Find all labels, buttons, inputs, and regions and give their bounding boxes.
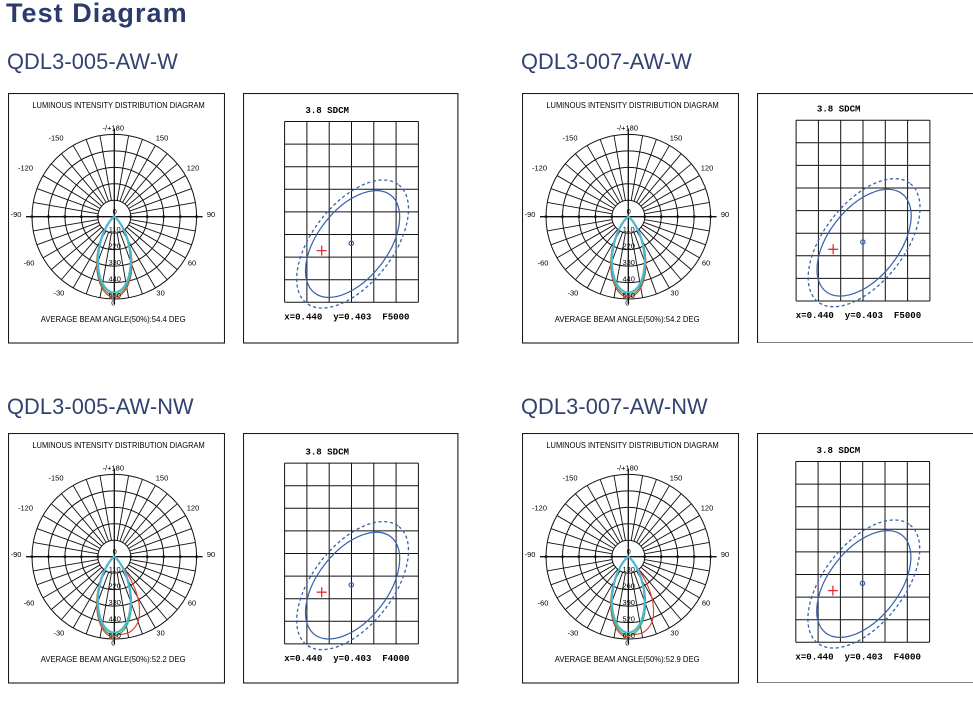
svg-text:-120: -120 bbox=[532, 504, 547, 513]
svg-text:30: 30 bbox=[156, 628, 164, 637]
svg-text:x=0.440 y=0.403 F5000: x=0.440 y=0.403 F5000 bbox=[285, 311, 410, 322]
svg-text:0: 0 bbox=[113, 207, 117, 216]
svg-text:AVERAGE BEAM ANGLE(50%):54.4 D: AVERAGE BEAM ANGLE(50%):54.4 DEG bbox=[41, 315, 186, 324]
svg-text:60: 60 bbox=[702, 599, 710, 608]
svg-text:440: 440 bbox=[108, 275, 121, 284]
svg-text:130: 130 bbox=[622, 566, 635, 575]
svg-text:-/+180: -/+180 bbox=[103, 123, 124, 132]
svg-text:330: 330 bbox=[108, 598, 121, 607]
svg-text:440: 440 bbox=[622, 275, 635, 284]
svg-text:150: 150 bbox=[669, 474, 682, 483]
svg-text:520: 520 bbox=[622, 615, 635, 624]
svg-text:-30: -30 bbox=[53, 628, 64, 637]
svg-text:220: 220 bbox=[622, 242, 635, 251]
svg-text:x=0.440 y=0.403 F5000: x=0.440 y=0.403 F5000 bbox=[796, 310, 922, 321]
svg-text:-60: -60 bbox=[24, 598, 35, 607]
svg-text:110: 110 bbox=[622, 226, 634, 235]
svg-text:x=0.440 y=0.403 F4000: x=0.440 y=0.403 F4000 bbox=[796, 651, 922, 662]
svg-text:AVERAGE BEAM ANGLE(50%):54.2 D: AVERAGE BEAM ANGLE(50%):54.2 DEG bbox=[554, 315, 699, 324]
svg-text:3.8 SDCM: 3.8 SDCM bbox=[817, 445, 861, 456]
svg-text:-120: -120 bbox=[18, 163, 33, 172]
svg-text:-60: -60 bbox=[537, 259, 548, 268]
svg-text:-60: -60 bbox=[24, 258, 35, 267]
svg-text:150: 150 bbox=[156, 473, 169, 482]
svg-text:30: 30 bbox=[670, 289, 678, 298]
svg-text:-150: -150 bbox=[48, 133, 63, 142]
svg-text:150: 150 bbox=[669, 134, 682, 143]
svg-text:3.8 SDCM: 3.8 SDCM bbox=[306, 446, 350, 457]
svg-text:-150: -150 bbox=[562, 134, 577, 143]
svg-text:220: 220 bbox=[108, 242, 121, 251]
svg-text:-150: -150 bbox=[562, 474, 577, 483]
svg-text:-30: -30 bbox=[567, 629, 578, 638]
svg-text:120: 120 bbox=[700, 164, 713, 173]
svg-text:LUMINOUS INTENSITY DISTRIBUTIO: LUMINOUS INTENSITY DISTRIBUTION DIAGRAM bbox=[546, 442, 719, 451]
svg-text:-/+180: -/+180 bbox=[616, 464, 637, 473]
svg-text:440: 440 bbox=[108, 615, 121, 624]
svg-text:90: 90 bbox=[721, 210, 729, 219]
svg-text:90: 90 bbox=[207, 210, 215, 219]
svg-text:150: 150 bbox=[156, 133, 169, 142]
svg-text:0: 0 bbox=[626, 208, 630, 217]
svg-text:-90: -90 bbox=[524, 550, 535, 559]
svg-text:90: 90 bbox=[721, 550, 729, 559]
svg-text:0: 0 bbox=[625, 639, 629, 648]
svg-text:650: 650 bbox=[622, 631, 635, 640]
svg-text:-30: -30 bbox=[567, 289, 578, 298]
svg-text:0: 0 bbox=[626, 548, 630, 557]
svg-text:90: 90 bbox=[207, 550, 215, 559]
svg-text:x=0.440 y=0.403 F4000: x=0.440 y=0.403 F4000 bbox=[285, 653, 410, 664]
svg-text:AVERAGE BEAM ANGLE(50%):52.9 D: AVERAGE BEAM ANGLE(50%):52.9 DEG bbox=[554, 655, 699, 664]
svg-text:-120: -120 bbox=[532, 164, 547, 173]
svg-text:3.8 SDCM: 3.8 SDCM bbox=[817, 103, 861, 114]
svg-text:110: 110 bbox=[109, 565, 121, 574]
svg-text:LUMINOUS INTENSITY DISTRIBUTIO: LUMINOUS INTENSITY DISTRIBUTION DIAGRAM bbox=[32, 441, 205, 450]
svg-text:3.8 SDCM: 3.8 SDCM bbox=[306, 105, 350, 116]
svg-text:330: 330 bbox=[622, 258, 635, 267]
svg-text:550: 550 bbox=[108, 631, 121, 640]
svg-text:120: 120 bbox=[700, 504, 713, 513]
svg-text:AVERAGE BEAM ANGLE(50%):52.2 D: AVERAGE BEAM ANGLE(50%):52.2 DEG bbox=[41, 655, 186, 664]
svg-text:-90: -90 bbox=[11, 210, 22, 219]
svg-text:-30: -30 bbox=[53, 288, 64, 297]
svg-text:330: 330 bbox=[108, 258, 121, 267]
svg-text:LUMINOUS INTENSITY DISTRIBUTIO: LUMINOUS INTENSITY DISTRIBUTION DIAGRAM bbox=[32, 101, 205, 110]
svg-text:30: 30 bbox=[670, 629, 678, 638]
svg-text:-120: -120 bbox=[18, 503, 33, 512]
svg-text:550: 550 bbox=[622, 291, 635, 300]
svg-text:110: 110 bbox=[109, 225, 121, 234]
svg-text:220: 220 bbox=[108, 582, 121, 591]
svg-text:-90: -90 bbox=[11, 550, 22, 559]
svg-text:-150: -150 bbox=[48, 473, 63, 482]
svg-text:0: 0 bbox=[625, 299, 629, 308]
svg-text:LUMINOUS INTENSITY DISTRIBUTIO: LUMINOUS INTENSITY DISTRIBUTION DIAGRAM bbox=[546, 102, 719, 111]
svg-text:60: 60 bbox=[188, 598, 196, 607]
svg-text:0: 0 bbox=[111, 638, 115, 647]
svg-text:60: 60 bbox=[188, 258, 196, 267]
svg-text:30: 30 bbox=[156, 288, 164, 297]
svg-text:120: 120 bbox=[187, 163, 200, 172]
svg-text:-90: -90 bbox=[524, 210, 535, 219]
svg-text:0: 0 bbox=[113, 547, 117, 556]
svg-text:60: 60 bbox=[702, 259, 710, 268]
svg-text:260: 260 bbox=[622, 582, 635, 591]
svg-text:-/+180: -/+180 bbox=[616, 124, 637, 133]
svg-text:-60: -60 bbox=[537, 599, 548, 608]
svg-text:0: 0 bbox=[111, 298, 115, 307]
svg-text:120: 120 bbox=[187, 503, 200, 512]
svg-text:390: 390 bbox=[622, 598, 635, 607]
svg-text:550: 550 bbox=[108, 291, 121, 300]
svg-text:-/+180: -/+180 bbox=[103, 463, 124, 472]
